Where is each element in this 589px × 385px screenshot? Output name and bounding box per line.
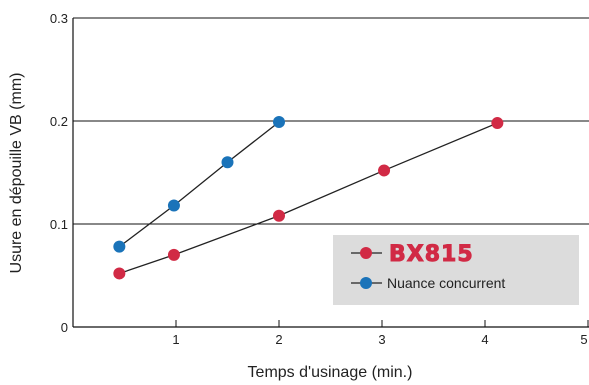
- axes: [72, 18, 589, 328]
- y-tick-labels: 0 0.1 0.2 0.3: [50, 11, 68, 335]
- y-axis-title: Usure en dépouille VB (mm): [8, 73, 25, 274]
- data-point-series-0: [273, 209, 285, 222]
- y-tick-label: 0.3: [50, 11, 68, 26]
- data-point-series-0: [167, 248, 180, 261]
- data-point-series-1: [221, 156, 234, 169]
- data-point-series-0: [113, 267, 126, 280]
- x-tick-labels: 1 2 3 4 5: [172, 332, 587, 347]
- y-tick-label: 0: [61, 320, 68, 335]
- legend-competitor-label: Nuance concurrent: [387, 275, 505, 291]
- y-tick-label: 0.1: [50, 217, 68, 232]
- x-tick-label: 1: [172, 332, 179, 347]
- series-points: [113, 116, 504, 280]
- grid-lines: [73, 17, 589, 225]
- legend-competitor-marker: [360, 277, 372, 289]
- x-tick-label: 2: [275, 332, 282, 347]
- x-axis-title: Temps d'usinage (min.): [248, 364, 413, 381]
- data-point-series-1: [113, 240, 126, 253]
- data-point-series-0: [491, 117, 504, 130]
- x-tick-label: 4: [481, 332, 488, 347]
- y-tick-label: 0.2: [50, 114, 68, 129]
- legend-bx815-marker: [360, 247, 372, 259]
- legend-bx815-label: BX815: [389, 242, 474, 267]
- legend-background: [333, 235, 579, 305]
- series-line-1: [118, 121, 280, 248]
- data-point-series-1: [167, 199, 180, 212]
- data-point-series-1: [273, 116, 285, 129]
- x-tick-label: 3: [378, 332, 385, 347]
- x-tick-label: 5: [580, 332, 587, 347]
- legend: BX815 Nuance concurrent: [333, 235, 579, 305]
- data-point-series-0: [378, 164, 391, 177]
